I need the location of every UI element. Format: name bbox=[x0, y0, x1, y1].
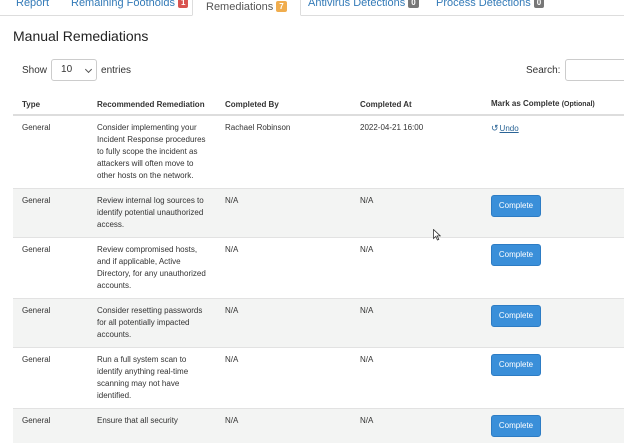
header-type[interactable]: Type bbox=[13, 94, 88, 115]
cell-action: Complete bbox=[482, 409, 624, 443]
search-input[interactable] bbox=[565, 59, 624, 81]
header-recommended-remediation[interactable]: Recommended Remediation bbox=[88, 94, 216, 115]
search-control: Search: bbox=[526, 59, 624, 81]
table-row: General Ensure that all security N/A N/A… bbox=[13, 409, 624, 443]
header-completed-at[interactable]: Completed At bbox=[351, 94, 482, 115]
count-badge: 0 bbox=[534, 0, 544, 8]
cell-type: General bbox=[13, 115, 88, 189]
count-badge: 1 bbox=[178, 0, 188, 8]
complete-button[interactable]: Complete bbox=[491, 195, 541, 217]
cell-remediation: Review compromised hosts, and if applica… bbox=[88, 238, 216, 299]
cell-action: ↺Undo bbox=[482, 115, 624, 189]
table-row: General Consider implementing your Incid… bbox=[13, 115, 624, 189]
cell-action: Complete bbox=[482, 238, 624, 299]
mouse-cursor-icon bbox=[433, 229, 441, 241]
tab-label: Antivirus Detections bbox=[308, 0, 405, 9]
cell-type: General bbox=[13, 409, 88, 443]
cell-completed-by: Rachael Robinson bbox=[216, 115, 351, 189]
tab-label: Remaining Footholds bbox=[71, 0, 175, 9]
table-row: General Review internal log sources to i… bbox=[13, 189, 624, 238]
table-row: General Consider resetting passwords for… bbox=[13, 299, 624, 348]
cell-completed-by: N/A bbox=[216, 299, 351, 348]
table-header-row: Type Recommended Remediation Completed B… bbox=[13, 94, 624, 115]
cell-action: Complete bbox=[482, 189, 624, 238]
cell-completed-at: N/A bbox=[351, 299, 482, 348]
cell-action: Complete bbox=[482, 348, 624, 409]
cell-type: General bbox=[13, 348, 88, 409]
cell-completed-by: N/A bbox=[216, 238, 351, 299]
entries-select[interactable]: 10 bbox=[51, 59, 97, 81]
entries-label: entries bbox=[101, 65, 131, 76]
complete-button[interactable]: Complete bbox=[491, 244, 541, 266]
count-badge: 0 bbox=[408, 0, 418, 8]
cell-type: General bbox=[13, 299, 88, 348]
remediations-table: Type Recommended Remediation Completed B… bbox=[13, 94, 624, 443]
tab-report[interactable]: Report bbox=[16, 0, 49, 16]
cell-remediation: Run a full system scan to identify anyth… bbox=[88, 348, 216, 409]
cell-remediation: Consider resetting passwords for all pot… bbox=[88, 299, 216, 348]
cell-action: Complete bbox=[482, 299, 624, 348]
header-mark-as-complete[interactable]: Mark as Complete (Optional) bbox=[482, 94, 624, 115]
cell-remediation: Consider implementing your Incident Resp… bbox=[88, 115, 216, 189]
count-badge: 7 bbox=[276, 1, 286, 12]
undo-icon: ↺ bbox=[491, 122, 499, 134]
cell-completed-at: 2022-04-21 16:00 bbox=[351, 115, 482, 189]
show-label: Show bbox=[22, 65, 47, 76]
cell-type: General bbox=[13, 238, 88, 299]
cell-completed-by: N/A bbox=[216, 189, 351, 238]
cell-remediation: Ensure that all security bbox=[88, 409, 216, 443]
header-mark-label: Mark as Complete bbox=[491, 99, 559, 108]
page-title: Manual Remediations bbox=[13, 28, 148, 44]
header-completed-by[interactable]: Completed By bbox=[216, 94, 351, 115]
cell-completed-by: N/A bbox=[216, 348, 351, 409]
undo-link[interactable]: ↺Undo bbox=[491, 124, 519, 133]
table-row: General Run a full system scan to identi… bbox=[13, 348, 624, 409]
cell-remediation: Review internal log sources to identify … bbox=[88, 189, 216, 238]
table-row: General Review compromised hosts, and if… bbox=[13, 238, 624, 299]
complete-button[interactable]: Complete bbox=[491, 354, 541, 376]
length-control: Show 10 entries bbox=[22, 58, 131, 82]
cell-completed-at: N/A bbox=[351, 189, 482, 238]
header-optional-label: (Optional) bbox=[562, 101, 595, 108]
complete-button[interactable]: Complete bbox=[491, 305, 541, 327]
chevron-down-icon bbox=[85, 66, 92, 73]
tab-label: Report bbox=[16, 0, 49, 9]
tab-label: Process Detections bbox=[436, 0, 531, 9]
entries-select-value: 10 bbox=[61, 64, 72, 75]
tab-label: Remediations bbox=[206, 1, 273, 13]
cell-completed-at: N/A bbox=[351, 409, 482, 443]
complete-button[interactable]: Complete bbox=[491, 415, 541, 437]
undo-label: Undo bbox=[500, 124, 519, 133]
cell-completed-by: N/A bbox=[216, 409, 351, 443]
cell-completed-at: N/A bbox=[351, 238, 482, 299]
cell-type: General bbox=[13, 189, 88, 238]
cell-completed-at: N/A bbox=[351, 348, 482, 409]
search-label: Search: bbox=[526, 65, 560, 76]
